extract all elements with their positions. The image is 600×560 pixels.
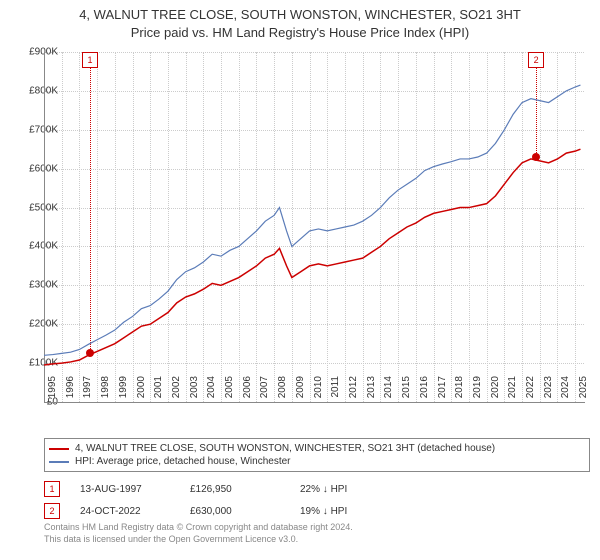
marker-label: 2: [528, 52, 544, 68]
legend: 4, WALNUT TREE CLOSE, SOUTH WONSTON, WIN…: [44, 438, 590, 472]
title-line-1: 4, WALNUT TREE CLOSE, SOUTH WONSTON, WIN…: [0, 6, 600, 24]
transaction-row: 1 13-AUG-1997 £126,950 22% ↓ HPI: [44, 478, 580, 500]
series-line-red: [44, 149, 580, 365]
legend-row: 4, WALNUT TREE CLOSE, SOUTH WONSTON, WIN…: [49, 442, 585, 455]
legend-label-blue: HPI: Average price, detached house, Winc…: [75, 456, 291, 467]
transaction-price: £630,000: [190, 506, 280, 517]
footer: Contains HM Land Registry data © Crown c…: [44, 522, 353, 545]
legend-label-red: 4, WALNUT TREE CLOSE, SOUTH WONSTON, WIN…: [75, 443, 495, 454]
legend-row: HPI: Average price, detached house, Winc…: [49, 455, 585, 468]
marker-point: [532, 153, 540, 161]
chart-title: 4, WALNUT TREE CLOSE, SOUTH WONSTON, WIN…: [0, 0, 600, 42]
transaction-delta: 22% ↓ HPI: [300, 484, 390, 495]
title-line-2: Price paid vs. HM Land Registry's House …: [0, 24, 600, 42]
transaction-row: 2 24-OCT-2022 £630,000 19% ↓ HPI: [44, 500, 580, 522]
transaction-date: 24-OCT-2022: [80, 506, 170, 517]
series-line-blue: [44, 85, 580, 355]
transaction-marker: 2: [44, 503, 60, 519]
footer-line-2: This data is licensed under the Open Gov…: [44, 534, 353, 546]
chart-container: 4, WALNUT TREE CLOSE, SOUTH WONSTON, WIN…: [0, 0, 600, 560]
transaction-table: 1 13-AUG-1997 £126,950 22% ↓ HPI 2 24-OCT-202…: [44, 478, 580, 522]
marker-label: 1: [82, 52, 98, 68]
legend-swatch-blue: [49, 461, 69, 463]
transaction-delta: 19% ↓ HPI: [300, 506, 390, 517]
footer-line-1: Contains HM Land Registry data © Crown c…: [44, 522, 353, 534]
marker-point: [86, 349, 94, 357]
transaction-price: £126,950: [190, 484, 280, 495]
transaction-date: 13-AUG-1997: [80, 484, 170, 495]
legend-swatch-red: [49, 448, 69, 450]
transaction-marker: 1: [44, 481, 60, 497]
line-chart-svg: [44, 52, 584, 402]
